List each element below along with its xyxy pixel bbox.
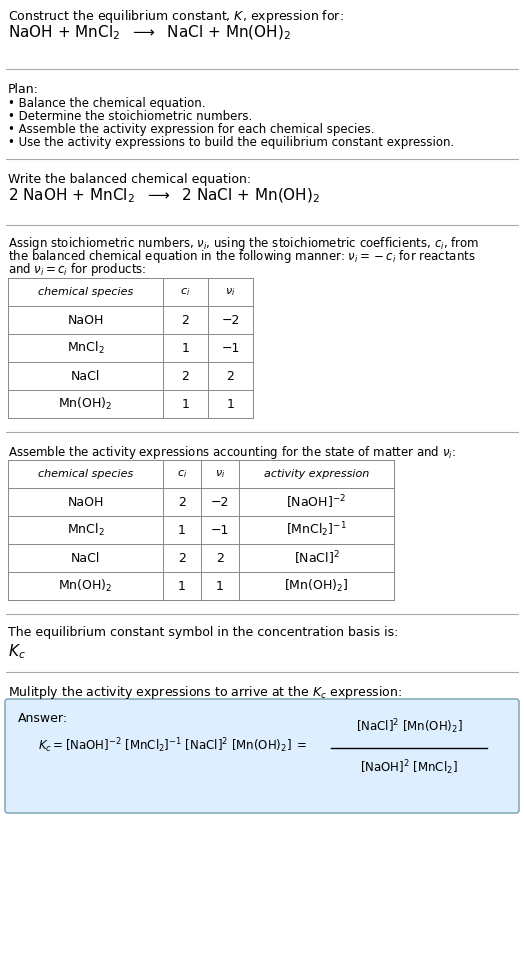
Text: NaCl: NaCl <box>71 551 100 565</box>
Text: NaCl: NaCl <box>71 369 100 383</box>
Text: 1: 1 <box>216 580 224 592</box>
Text: MnCl$_2$: MnCl$_2$ <box>67 522 104 538</box>
Text: −1: −1 <box>211 523 229 537</box>
Text: [Mn(OH)$_2$]: [Mn(OH)$_2$] <box>285 578 348 594</box>
Text: 2: 2 <box>181 369 190 383</box>
Text: Assign stoichiometric numbers, $\nu_i$, using the stoichiometric coefficients, $: Assign stoichiometric numbers, $\nu_i$, … <box>8 235 479 252</box>
Text: [MnCl$_2$]$^{-1}$: [MnCl$_2$]$^{-1}$ <box>286 521 347 540</box>
Text: Mn(OH)$_2$: Mn(OH)$_2$ <box>58 578 113 594</box>
Text: Write the balanced chemical equation:: Write the balanced chemical equation: <box>8 173 251 186</box>
Text: Plan:: Plan: <box>8 83 39 96</box>
Text: −2: −2 <box>221 314 239 326</box>
Text: 2: 2 <box>178 496 186 508</box>
FancyBboxPatch shape <box>5 699 519 813</box>
Text: MnCl$_2$: MnCl$_2$ <box>67 340 104 356</box>
Text: 1: 1 <box>178 580 186 592</box>
Text: 1: 1 <box>181 342 190 354</box>
Text: chemical species: chemical species <box>38 287 133 297</box>
Text: Mulitply the activity expressions to arrive at the $K_c$ expression:: Mulitply the activity expressions to arr… <box>8 684 402 701</box>
Text: • Balance the chemical equation.: • Balance the chemical equation. <box>8 97 205 110</box>
Text: • Use the activity expressions to build the equilibrium constant expression.: • Use the activity expressions to build … <box>8 136 454 149</box>
Text: $\nu_i$: $\nu_i$ <box>225 286 236 298</box>
Text: −1: −1 <box>221 342 239 354</box>
Text: 2: 2 <box>216 551 224 565</box>
Text: 1: 1 <box>181 397 190 411</box>
Text: 2: 2 <box>178 551 186 565</box>
Text: NaOH: NaOH <box>67 496 104 508</box>
Text: chemical species: chemical species <box>38 469 133 479</box>
Text: $\nu_i$: $\nu_i$ <box>215 468 225 479</box>
Text: • Assemble the activity expression for each chemical species.: • Assemble the activity expression for e… <box>8 123 375 136</box>
Text: [NaOH]$^{-2}$: [NaOH]$^{-2}$ <box>287 493 346 511</box>
Text: The equilibrium constant symbol in the concentration basis is:: The equilibrium constant symbol in the c… <box>8 626 398 639</box>
Text: 2: 2 <box>226 369 234 383</box>
Text: Assemble the activity expressions accounting for the state of matter and $\nu_i$: Assemble the activity expressions accoun… <box>8 444 456 461</box>
Text: $c_i$: $c_i$ <box>177 468 187 479</box>
Text: $\mathrm{[NaOH]^2\ [MnCl_2]}$: $\mathrm{[NaOH]^2\ [MnCl_2]}$ <box>361 758 458 777</box>
Text: Answer:: Answer: <box>18 712 68 725</box>
Text: activity expression: activity expression <box>264 469 369 479</box>
Text: 2: 2 <box>181 314 190 326</box>
Text: $K_c$: $K_c$ <box>8 642 26 660</box>
Text: $K_c = \mathrm{[NaOH]^{-2}\ [MnCl_2]^{-1}\ [NaCl]^2\ [Mn(OH)_2]\ =}$: $K_c = \mathrm{[NaOH]^{-2}\ [MnCl_2]^{-1… <box>38 737 308 755</box>
Text: [NaCl]$^2$: [NaCl]$^2$ <box>293 549 340 567</box>
Text: 1: 1 <box>178 523 186 537</box>
Text: 2 NaOH + MnCl$_2$  $\longrightarrow$  2 NaCl + Mn(OH)$_2$: 2 NaOH + MnCl$_2$ $\longrightarrow$ 2 Na… <box>8 187 320 206</box>
Text: Mn(OH)$_2$: Mn(OH)$_2$ <box>58 396 113 412</box>
Text: $c_i$: $c_i$ <box>180 286 191 298</box>
Text: $\mathrm{[NaCl]^2\ [Mn(OH)_2]}$: $\mathrm{[NaCl]^2\ [Mn(OH)_2]}$ <box>356 718 463 736</box>
Text: NaOH: NaOH <box>67 314 104 326</box>
Text: Construct the equilibrium constant, $K$, expression for:: Construct the equilibrium constant, $K$,… <box>8 8 344 25</box>
Text: 1: 1 <box>226 397 234 411</box>
Text: NaOH + MnCl$_2$  $\longrightarrow$  NaCl + Mn(OH)$_2$: NaOH + MnCl$_2$ $\longrightarrow$ NaCl +… <box>8 24 291 42</box>
Text: the balanced chemical equation in the following manner: $\nu_i = -c_i$ for react: the balanced chemical equation in the fo… <box>8 248 476 265</box>
Text: −2: −2 <box>211 496 229 508</box>
Text: and $\nu_i = c_i$ for products:: and $\nu_i = c_i$ for products: <box>8 261 146 278</box>
Text: • Determine the stoichiometric numbers.: • Determine the stoichiometric numbers. <box>8 110 252 123</box>
